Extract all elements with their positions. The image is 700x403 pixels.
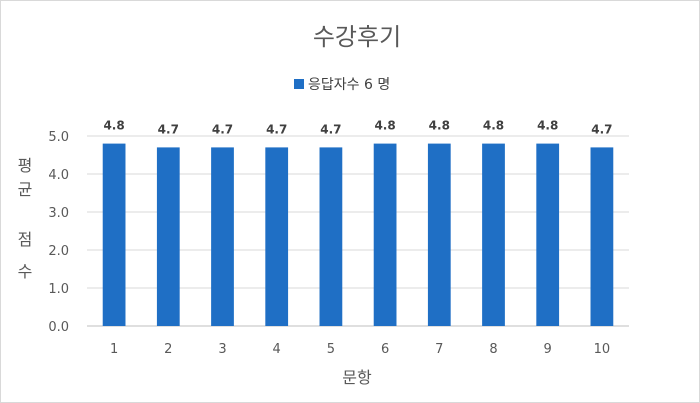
y-tick-labels: 0.0 1.0 2.0 3.0 4.0 5.0 [48,130,69,335]
y-tick-label: 3.0 [48,206,69,221]
y-tick-label: 4.0 [48,168,69,183]
x-tick-label: 1 [110,342,118,357]
data-label: 4.7 [266,122,287,136]
x-tick-label: 2 [164,342,172,357]
bar [319,147,343,326]
y-axis-label-char: 균 [18,180,33,199]
y-axis-label-char: 점 [18,230,33,249]
x-tick-label: 3 [218,342,226,357]
data-label: 4.8 [103,119,124,133]
data-label: 4.7 [158,122,179,136]
bar [156,147,180,326]
y-axis-label: 평 균 점 수 [18,156,33,281]
x-tick-label: 4 [273,342,281,357]
data-label: 4.8 [483,119,504,133]
x-tick-label: 8 [489,342,497,357]
bar [427,143,451,326]
legend: 응답자수 6 명 [294,77,390,93]
legend-label: 응답자수 6 명 [308,77,390,93]
bar [536,143,560,326]
chart-title: 수강후기 [313,23,401,51]
x-tick-labels: 1 2 3 4 5 6 7 8 9 10 [110,342,610,357]
y-tick-label: 0.0 [48,320,69,335]
y-tick-label: 2.0 [48,244,69,259]
data-label: 4.7 [320,122,341,136]
x-tick-label: 7 [435,342,443,357]
bar [373,143,397,326]
bar [590,147,614,326]
y-axis-label-char: 수 [18,262,33,281]
data-label: 4.8 [429,119,450,133]
y-tick-label: 1.0 [48,282,69,297]
x-tick-label: 9 [544,342,552,357]
bars [102,143,614,326]
bar [102,143,126,326]
legend-swatch [294,79,304,89]
x-tick-label: 6 [381,342,389,357]
y-tick-label: 5.0 [48,130,69,145]
data-label: 4.8 [374,119,395,133]
bar [482,143,505,326]
data-label: 4.7 [591,122,612,136]
x-axis-label: 문항 [342,368,372,387]
data-label: 4.7 [212,122,233,136]
data-label: 4.8 [537,119,558,133]
y-axis-label-char: 평 [18,156,33,175]
bar [265,147,289,326]
bar [211,147,234,326]
x-tick-label: 10 [594,342,611,357]
data-labels: 4.8 4.7 4.7 4.7 4.7 4.8 4.8 4.8 4.8 4.7 [103,119,612,137]
x-tick-label: 5 [327,342,335,357]
